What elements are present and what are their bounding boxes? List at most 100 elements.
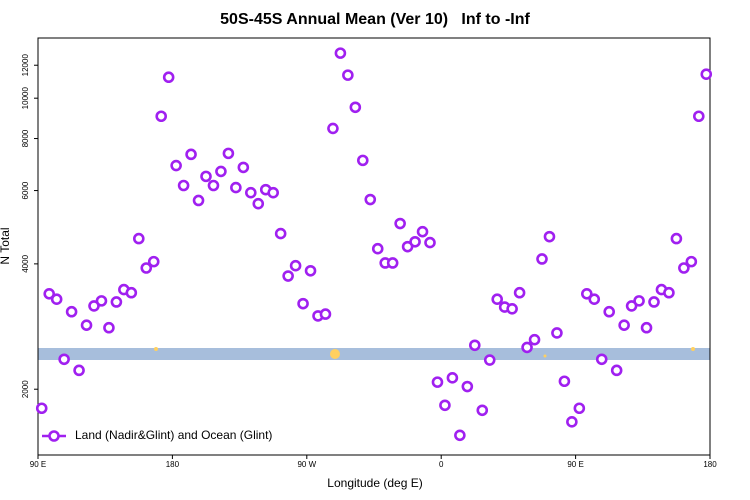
data-point (648, 296, 660, 308)
data-point (618, 319, 630, 331)
data-point (595, 353, 608, 366)
y-tick-label: 2000 (21, 380, 30, 398)
data-point (468, 339, 481, 352)
data-point (177, 179, 190, 192)
data-point (536, 253, 548, 265)
x-tick-label: 90 E (30, 460, 46, 469)
y-tick-label: 4000 (21, 254, 30, 272)
data-point (282, 270, 294, 282)
data-point (685, 255, 698, 268)
y-tick-label: 6000 (21, 181, 30, 199)
data-point (162, 71, 175, 84)
data-point (461, 380, 474, 393)
y-tick-label: 12000 (21, 54, 30, 77)
legend-marker (48, 430, 60, 442)
data-point (245, 186, 257, 199)
data-point (566, 416, 578, 428)
data-point (603, 305, 616, 318)
data-point (483, 354, 496, 366)
data-point (692, 110, 705, 123)
data-point (349, 101, 362, 114)
data-point (65, 305, 78, 318)
data-point (371, 242, 384, 255)
data-point (237, 161, 250, 174)
data-point (103, 321, 115, 334)
data-point (274, 227, 287, 240)
data-point (476, 404, 489, 417)
data-point (342, 69, 354, 81)
data-point (670, 232, 683, 245)
data-point (700, 68, 713, 80)
data-point (439, 399, 451, 412)
data-point (663, 286, 675, 299)
data-point (454, 429, 466, 442)
data-point (588, 293, 601, 306)
data-point (327, 122, 339, 135)
data-point (192, 194, 205, 207)
data-point (185, 148, 197, 161)
data-point (267, 186, 280, 199)
y-tick-label: 8000 (21, 129, 30, 147)
data-point (580, 287, 593, 300)
x-tick-label: 90 W (297, 460, 316, 469)
data-point (207, 179, 220, 192)
data-point (610, 364, 623, 377)
x-tick-label: 180 (166, 460, 180, 469)
data-point (110, 296, 123, 308)
legend-label: Land (Nadir&Glint) and Ocean (Glint) (75, 428, 272, 442)
data-point (297, 297, 309, 310)
data-point (446, 372, 459, 384)
data-point (88, 300, 100, 312)
plot-frame (37, 37, 711, 456)
data-point (416, 225, 429, 238)
x-tick-label: 90 E (567, 460, 583, 469)
chart-title: 50S-45S Annual Mean (Ver 10) Inf to -Inf (220, 11, 530, 28)
data-point (364, 193, 377, 206)
data-point (528, 333, 541, 346)
data-point (409, 235, 421, 248)
data-point (252, 197, 265, 210)
data-point (73, 364, 85, 377)
data-point (394, 217, 406, 230)
band-dot (330, 349, 340, 359)
data-point (58, 353, 70, 366)
data-point (558, 375, 571, 388)
data-point (133, 232, 145, 245)
band-dot (543, 354, 547, 358)
x-tick-label: 0 (439, 460, 444, 469)
data-point (521, 341, 533, 354)
data-point (633, 295, 645, 307)
data-point (35, 402, 48, 415)
data-point (356, 154, 369, 167)
data-point (424, 236, 436, 249)
x-tick-label: 180 (703, 460, 717, 469)
data-point (640, 321, 653, 334)
band-dot (691, 347, 695, 351)
data-point (50, 293, 63, 306)
y-tick-label: 10000 (21, 87, 30, 110)
data-point (334, 47, 347, 59)
data-point (513, 286, 526, 299)
data-point (200, 170, 212, 183)
data-point (543, 230, 556, 243)
data-point (304, 264, 317, 277)
data-point (319, 308, 332, 320)
data-point (431, 376, 444, 388)
data-point (230, 181, 242, 194)
data-point (222, 147, 235, 160)
data-point (506, 303, 518, 315)
data-point (625, 300, 638, 312)
data-point (155, 110, 167, 123)
data-point (95, 295, 108, 307)
data-point (678, 262, 690, 274)
ocean-band (38, 348, 710, 360)
data-point (43, 287, 56, 300)
band-dot (154, 347, 158, 351)
data-point (215, 165, 227, 178)
data-point (551, 327, 563, 339)
data-point (147, 255, 160, 268)
data-point (386, 257, 399, 269)
x-axis-label: Longitude (deg E) (327, 476, 422, 490)
